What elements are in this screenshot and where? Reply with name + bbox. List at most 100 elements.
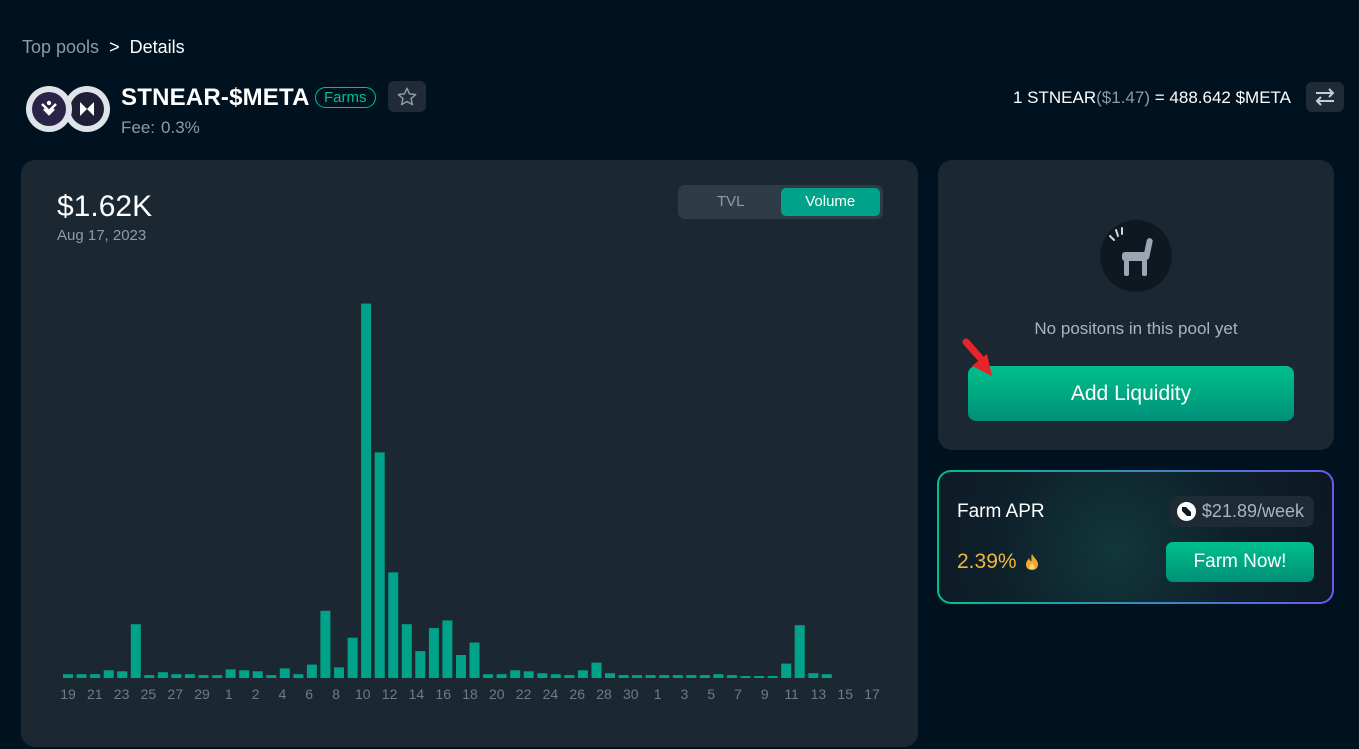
chart-bar-0[interactable] [63, 674, 73, 678]
breadcrumb-top-pools-link[interactable]: Top pools [22, 37, 100, 57]
farm-reward-pill: $21.89/week [1168, 496, 1314, 527]
x-tick-label-1: 21 [87, 686, 103, 702]
chart-bar-1[interactable] [76, 674, 87, 678]
x-tick-label-27: 11 [784, 686, 799, 702]
chart-bar-43[interactable] [645, 675, 656, 678]
chart-bar-45[interactable] [672, 675, 683, 678]
chart-bar-46[interactable] [686, 675, 697, 678]
chart-bar-24[interactable] [388, 572, 399, 678]
chart-toggle: TVL Volume [678, 185, 883, 219]
chart-bar-54[interactable] [794, 625, 805, 678]
breadcrumb-current: Details [129, 37, 185, 57]
chart-bar-55[interactable] [808, 673, 819, 678]
x-tick-label-0: 19 [60, 686, 76, 702]
x-tick-label-5: 29 [194, 686, 210, 702]
chart-bar-51[interactable] [754, 676, 765, 678]
chart-bar-11[interactable] [212, 675, 223, 678]
x-tick-label-14: 16 [435, 686, 451, 702]
chart-bar-23[interactable] [374, 452, 385, 678]
chart-bar-53[interactable] [781, 663, 792, 678]
fee-label: Fee: [121, 118, 156, 137]
empty-chair-icon [1100, 220, 1172, 292]
x-tick-label-4: 27 [167, 686, 183, 702]
farms-badge[interactable]: Farms [315, 87, 376, 108]
farm-apr-value: 2.39% [957, 550, 1017, 573]
tab-volume[interactable]: Volume [780, 188, 880, 216]
chart-bar-32[interactable] [496, 674, 507, 678]
x-tick-label-3: 25 [141, 686, 157, 702]
x-tick-label-21: 30 [623, 686, 639, 702]
chart-bar-27[interactable] [428, 628, 439, 678]
chart-bar-13[interactable] [239, 670, 250, 678]
chart-bar-12[interactable] [225, 669, 236, 678]
chart-bar-41[interactable] [618, 675, 629, 678]
chart-bar-50[interactable] [740, 676, 751, 678]
chart-bar-39[interactable] [591, 662, 602, 678]
chart-bar-20[interactable] [334, 667, 344, 678]
chart-bar-29[interactable] [456, 655, 466, 678]
x-tick-label-28: 13 [811, 686, 827, 702]
chart-bar-47[interactable] [699, 675, 710, 678]
reward-token-icon [1176, 502, 1196, 521]
star-icon [397, 87, 417, 105]
chart-bar-10[interactable] [198, 675, 209, 678]
pool-token-icons [26, 86, 110, 132]
x-tick-label-8: 4 [279, 686, 287, 702]
rate-equals: = [1154, 88, 1165, 107]
chart-bar-33[interactable] [510, 670, 521, 678]
chart-bar-25[interactable] [401, 624, 412, 678]
pool-name: STNEAR-$META [121, 84, 310, 111]
chart-bar-21[interactable] [347, 637, 358, 678]
chart-bar-18[interactable] [306, 664, 317, 678]
chart-bar-31[interactable] [483, 674, 494, 678]
chart-bar-2[interactable] [90, 674, 101, 678]
flame-icon [1025, 554, 1038, 570]
chart-bar-3[interactable] [103, 670, 114, 678]
x-tick-label-17: 22 [516, 686, 532, 702]
chart-bar-36[interactable] [550, 674, 561, 678]
x-tick-label-19: 26 [569, 686, 585, 702]
chart-bar-49[interactable] [727, 675, 737, 678]
chart-bar-17[interactable] [293, 674, 304, 678]
chart-bar-14[interactable] [252, 671, 263, 678]
x-tick-label-13: 14 [409, 686, 425, 702]
x-tick-label-24: 5 [707, 686, 715, 702]
chart-bar-56[interactable] [821, 674, 832, 678]
chart-bar-38[interactable] [577, 670, 588, 678]
breadcrumb: Top pools > Details [22, 37, 185, 58]
chart-bar-40[interactable] [605, 673, 615, 678]
chart-bar-7[interactable] [157, 672, 168, 678]
chart-bar-48[interactable] [713, 674, 724, 678]
chart-bar-35[interactable] [537, 673, 548, 678]
chart-bar-30[interactable] [469, 642, 480, 679]
chart-bar-9[interactable] [184, 674, 195, 678]
x-tick-label-11: 10 [355, 686, 371, 702]
chart-bar-52[interactable] [767, 676, 778, 678]
rate-right: 488.642 $META [1169, 88, 1291, 107]
x-tick-label-26: 9 [761, 686, 769, 702]
chart-bar-6[interactable] [144, 675, 155, 678]
chart-bar-37[interactable] [564, 675, 575, 678]
favorite-button[interactable] [388, 81, 426, 112]
chart-bar-4[interactable] [117, 671, 128, 678]
farm-apr-card: Farm APR $21.89/week 2.39% Farm Now! [937, 470, 1334, 604]
rate-left-usd: ($1.47) [1096, 88, 1150, 107]
chart-bar-42[interactable] [632, 675, 643, 678]
chart-bar-26[interactable] [415, 651, 426, 678]
swap-rate-button[interactable] [1306, 82, 1344, 112]
add-liquidity-button[interactable]: Add Liquidity [968, 366, 1294, 421]
farm-reward-value: $21.89/week [1201, 501, 1304, 521]
x-tick-label-20: 28 [596, 686, 612, 702]
chart-bar-34[interactable] [523, 671, 534, 678]
chart-bar-44[interactable] [659, 675, 670, 678]
chart-bar-15[interactable] [266, 675, 277, 678]
chart-bar-8[interactable] [171, 674, 182, 678]
chart-bar-16[interactable] [279, 668, 290, 678]
farm-now-button[interactable]: Farm Now! [1166, 542, 1314, 582]
chart-bar-19[interactable] [320, 610, 331, 678]
chart-bar-22[interactable] [361, 303, 372, 678]
rate-left: 1 STNEAR [1012, 88, 1097, 107]
chart-bar-5[interactable] [130, 624, 141, 678]
chart-bar-28[interactable] [442, 620, 453, 678]
tab-tvl[interactable]: TVL [716, 193, 745, 210]
